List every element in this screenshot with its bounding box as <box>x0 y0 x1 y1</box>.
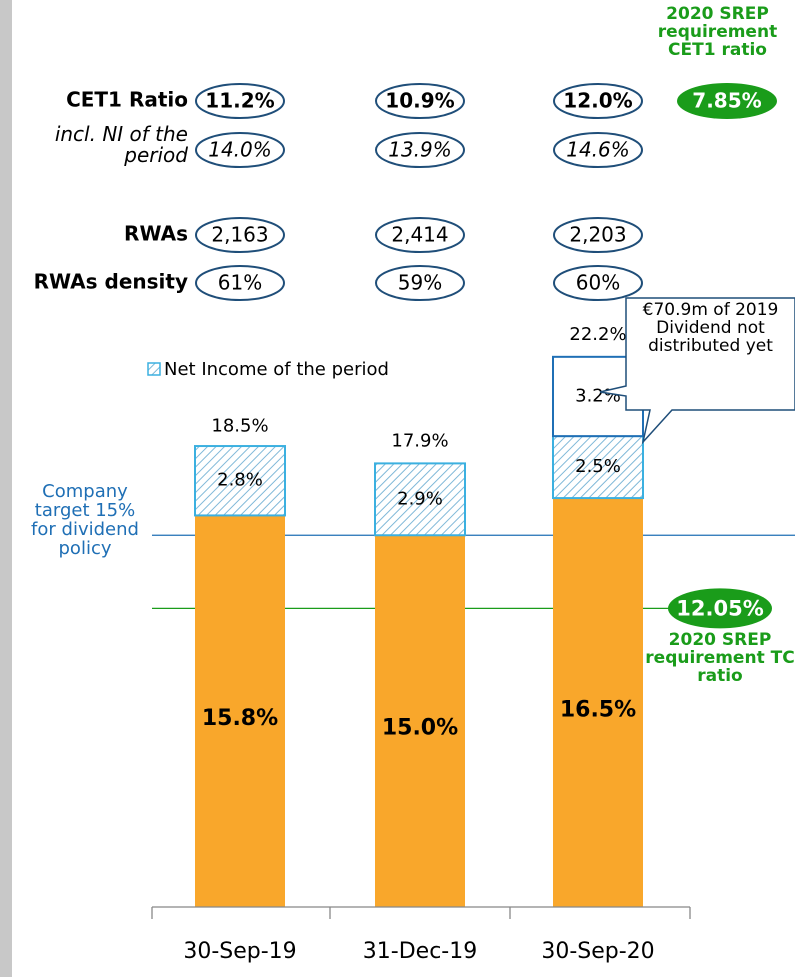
bar-segment <box>552 435 644 500</box>
value-ellipse <box>195 132 285 168</box>
value-ellipse <box>375 217 465 253</box>
x-tick-label: 31-Dec-19 <box>363 939 477 964</box>
total-label: 17.9% <box>391 430 448 451</box>
metric-label: incl. NI of the period <box>54 124 188 167</box>
x-tick-label: 30-Sep-20 <box>541 939 654 964</box>
cet1-requirement-value: 7.85% <box>692 89 761 113</box>
metric-value: 61% <box>218 271 262 295</box>
metric-label: RWAs <box>124 222 188 246</box>
reference-value: 12.05% <box>676 596 763 620</box>
metric-value: 60% <box>576 271 620 295</box>
bar-segment <box>194 445 286 517</box>
metric-value: 59% <box>398 271 442 295</box>
value-ellipse <box>553 83 643 119</box>
value-ellipse <box>375 83 465 119</box>
callout-box <box>599 297 795 445</box>
segment-label: 2.5% <box>575 456 621 477</box>
cet1-requirement-badge <box>677 83 777 119</box>
value-ellipse <box>195 83 285 119</box>
reference-label: Company target 15% for dividend policy <box>31 483 139 559</box>
metric-value: 2,414 <box>391 223 448 247</box>
cet1-requirement-label-box: 2020 SREP requirement CET1 ratio <box>657 6 778 60</box>
reference-label-box: 2020 SREP requirement TC ratio <box>645 632 795 687</box>
x-tick-label: 30-Sep-19 <box>183 939 296 964</box>
metric-value: 13.9% <box>388 138 452 162</box>
total-label: 18.5% <box>211 416 268 437</box>
metric-value: 10.9% <box>385 89 454 113</box>
metric-value: 2,163 <box>211 223 268 247</box>
cet1-requirement-label: 2020 SREP requirement CET1 ratio <box>657 6 778 60</box>
metric-value: 11.2% <box>205 89 274 113</box>
legend-swatch <box>147 362 161 376</box>
callout-text: €70.9m of 2019 Dividend not distributed … <box>642 302 779 356</box>
metric-label-box: incl. NI of the period <box>54 124 188 167</box>
value-ellipse <box>195 217 285 253</box>
segment-label: 2.8% <box>217 470 263 491</box>
callout-text-box: €70.9m of 2019 Dividend not distributed … <box>642 302 779 356</box>
metric-value: 12.0% <box>563 89 632 113</box>
value-ellipse <box>375 132 465 168</box>
segment-label: 15.0% <box>382 716 458 741</box>
legend-label: Net Income of the period <box>164 359 389 380</box>
reference-badge <box>668 588 772 629</box>
segment-label: 16.5% <box>560 698 636 723</box>
value-ellipse <box>553 132 643 168</box>
total-label: 22.2% <box>569 324 626 345</box>
value-ellipse <box>195 265 285 301</box>
metric-value: 14.6% <box>566 138 630 162</box>
reference-label: 2020 SREP requirement TC ratio <box>645 632 795 687</box>
segment-label: 15.8% <box>202 706 278 731</box>
metric-value: 2,203 <box>569 223 626 247</box>
value-ellipse <box>553 265 643 301</box>
bar-segment <box>375 535 465 907</box>
value-ellipse <box>553 217 643 253</box>
value-ellipse <box>375 265 465 301</box>
side-strip <box>0 0 12 977</box>
segment-label: 2.9% <box>397 488 443 509</box>
metric-value: 14.0% <box>208 138 272 162</box>
metric-label: RWAs density <box>34 270 188 294</box>
bar-segment <box>374 462 466 537</box>
bar-segment <box>553 498 643 907</box>
reference-label-box: Company target 15% for dividend policy <box>31 483 139 559</box>
metric-label: CET1 Ratio <box>66 88 188 112</box>
bar-segment <box>195 515 285 907</box>
